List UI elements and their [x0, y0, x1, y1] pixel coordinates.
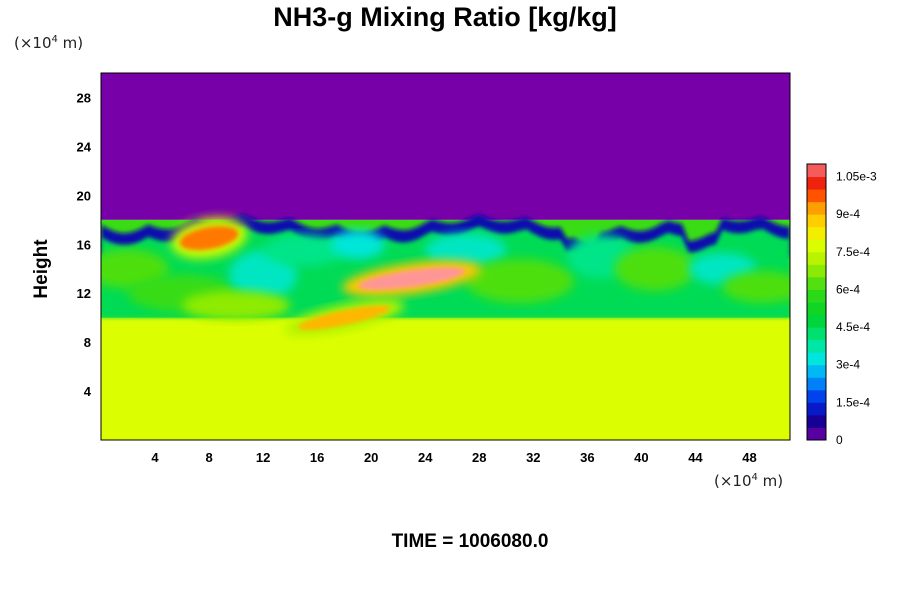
colorbar-segment [807, 176, 826, 190]
plot-area [101, 73, 790, 440]
colorbar-tick-label: 0 [836, 433, 843, 447]
y-tick-label: 16 [77, 237, 91, 252]
colorbar-segment [807, 164, 826, 178]
colorbar-segment [807, 201, 826, 215]
y-tick-label: 4 [84, 384, 92, 399]
colorbar-tick-label: 1.5e-4 [836, 395, 870, 409]
colorbar-segment [807, 402, 826, 416]
x-tick-label: 36 [580, 450, 594, 465]
colorbar-segment [807, 327, 826, 341]
colorbar-tick-label: 3e-4 [836, 358, 860, 372]
turbulence-patch [465, 258, 574, 303]
turbulence-patch [182, 290, 291, 321]
x-tick-label: 12 [256, 450, 270, 465]
turbulence-patch [722, 271, 790, 303]
colorbar-segment [807, 414, 826, 428]
colorbar: 0 1.5e-4 3e-4 4.5e-4 6e-4 7.5e-4 9e-4 1.05e-3 [806, 163, 877, 447]
colorbar-segment [807, 251, 826, 265]
region-0 [101, 317, 790, 440]
turbulence-patch [614, 246, 696, 291]
x-tick-label: 40 [634, 450, 648, 465]
colorbar-segment [807, 189, 826, 203]
y-tick-label: 8 [84, 335, 91, 350]
colorbar-frame [806, 163, 827, 441]
x-tick-label: 28 [472, 450, 486, 465]
colorbar-segment [807, 214, 826, 228]
turbulence-patch [263, 234, 345, 267]
colorbar-segment [807, 264, 826, 278]
chart-title: NH3-g Mixing Ratio [kg/kg] [273, 2, 617, 32]
region-2 [101, 73, 790, 220]
colorbar-segment [807, 276, 826, 290]
turbulence-patch [425, 233, 507, 268]
y-axis-ticks: 4 8 12 16 20 24 28 [77, 90, 92, 399]
x-tick-label: 20 [364, 450, 378, 465]
colorbar-segment [807, 289, 826, 303]
plot-frame [100, 72, 791, 441]
colorbar-segment [807, 364, 826, 378]
x-tick-label: 8 [205, 450, 212, 465]
y-tick-label: 28 [77, 90, 91, 105]
colorbar-segment [807, 339, 826, 353]
x-tick-label: 24 [418, 450, 433, 465]
colorbar-segment [807, 427, 826, 441]
colorbar-tick-label: 9e-4 [836, 207, 860, 221]
feature-2 [283, 299, 405, 336]
colorbar-segment [807, 239, 826, 253]
y-tick-label: 12 [77, 286, 91, 301]
x-tick-label: 4 [151, 450, 159, 465]
colorbar-tick-label: 6e-4 [836, 282, 860, 296]
feature-1 [342, 260, 482, 297]
y-tick-label: 20 [77, 188, 91, 203]
colorbar-segment [807, 314, 826, 328]
colorbar-segment [807, 389, 826, 403]
colorbar-tick-label: 7.5e-4 [836, 245, 870, 259]
x-tick-label: 16 [310, 450, 324, 465]
turbulence-patch [330, 229, 385, 259]
colorbar-tick-label: 1.05e-3 [836, 170, 877, 184]
colorbar-segment [807, 377, 826, 391]
colorbar-tick-label: 4.5e-4 [836, 320, 870, 334]
x-axis-ticks: 4 8 12 16 20 24 28 32 36 40 44 48 [151, 450, 756, 465]
x-tick-label: 44 [688, 450, 703, 465]
colorbar-segment [807, 352, 826, 366]
x-tick-label: 48 [742, 450, 756, 465]
x-tick-label: 32 [526, 450, 540, 465]
x-unit-label: (×104 m) [714, 472, 784, 490]
time-label: TIME = 1006080.0 [391, 531, 549, 552]
colorbar-segment [807, 226, 826, 240]
colorbar-segment [807, 302, 826, 316]
y-unit-label: (×104 m) [14, 34, 84, 52]
feature-0 [170, 217, 248, 259]
y-tick-label: 24 [77, 139, 92, 154]
